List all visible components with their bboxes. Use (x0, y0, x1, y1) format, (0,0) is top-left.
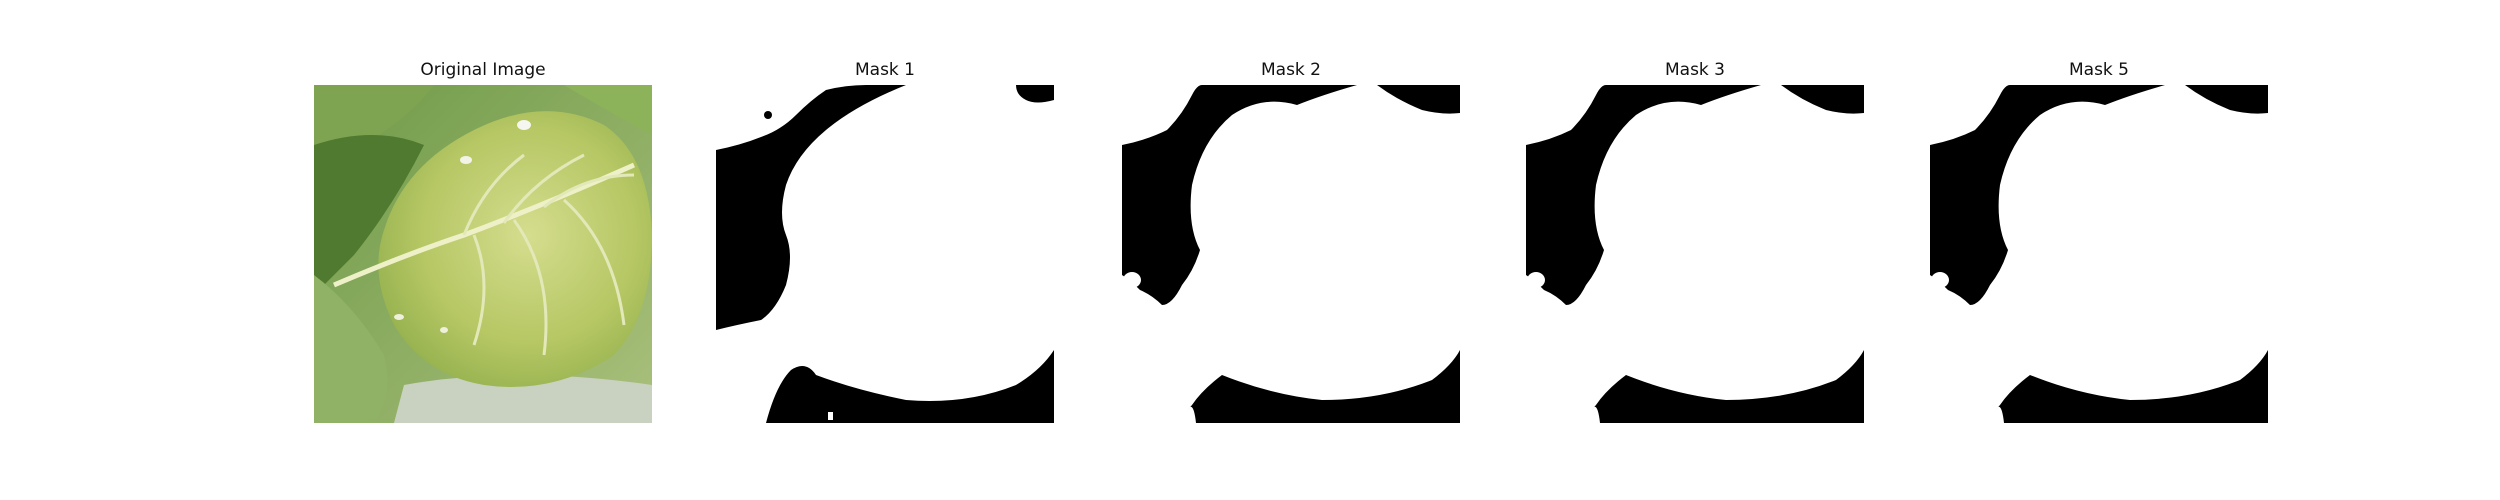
panel-mask-2: Mask 2 (1122, 58, 1460, 423)
panel-title: Original Image (420, 60, 546, 80)
panel-mask-5: Mask 5 (1930, 58, 2268, 423)
leaf-photo (314, 85, 652, 423)
mask-3-image (1526, 85, 1864, 423)
panel-original-image: Original Image (314, 58, 652, 423)
panel-mask-1: Mask 1 (716, 58, 1054, 423)
panel-mask-3: Mask 3 (1526, 58, 1864, 423)
panel-title: Mask 5 (2068, 60, 2129, 80)
panel-title: Mask 2 (1260, 60, 1321, 80)
panel-title: Mask 1 (854, 60, 915, 80)
panel-title: Mask 3 (1664, 60, 1725, 80)
mask-1-image (716, 85, 1054, 423)
mask-2-image (1122, 85, 1460, 423)
mask-5-image (1930, 85, 2268, 423)
